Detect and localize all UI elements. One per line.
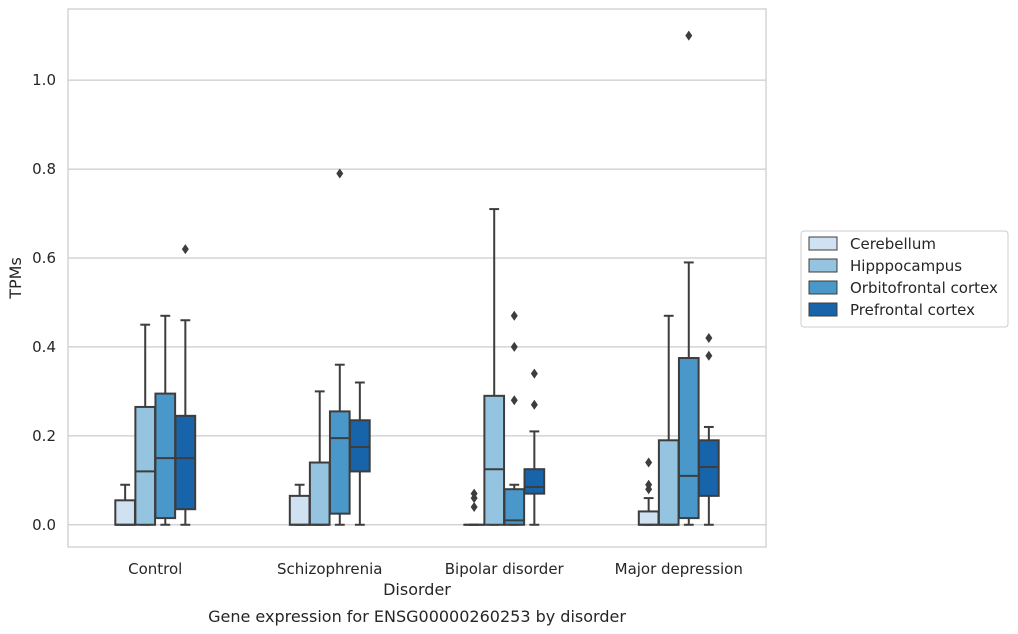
box-body [523, 468, 546, 495]
box-cerebellum-bipolar-disorder [463, 488, 485, 526]
legend-frame [800, 230, 1009, 328]
box-body [114, 499, 136, 526]
outlier-point [510, 395, 518, 406]
box-hipppocampus-control [134, 323, 157, 526]
x-tick-label-control: Control [128, 560, 182, 578]
x-tick-label-schizophrenia: Schizophrenia [277, 560, 382, 578]
outlier-point [470, 501, 478, 512]
legend-label-cerebellum: Cerebellum [850, 235, 936, 253]
figure-caption: Gene expression for ENSG00000260253 by d… [208, 607, 626, 626]
outlier-point [510, 341, 518, 352]
box-body [154, 392, 177, 520]
legend-swatch-prefrontal-cortex [808, 302, 838, 317]
box-prefrontal-cortex-control [174, 244, 197, 526]
x-tick-label-bipolar-disorder: Bipolar disorder [445, 560, 565, 578]
box-prefrontal-cortex-bipolar-disorder [523, 368, 546, 526]
outlier-point [510, 310, 518, 321]
box-orbitofrontal-cortex-bipolar-disorder [503, 310, 526, 526]
legend-swatch-orbitofrontal-cortex [808, 280, 838, 295]
legend-label-orbitofrontal-cortex: Orbitofrontal cortex [850, 279, 998, 297]
box-body [349, 419, 371, 473]
plot-frame [67, 8, 767, 548]
y-tick-labels: 0.0 0.2 0.4 0.6 0.8 1.0 [32, 71, 56, 534]
box-body [698, 439, 720, 497]
legend: Cerebellum Hipppocampus Orbitofrontal cort… [800, 230, 1009, 328]
x-axis-label: Disorder [383, 580, 451, 599]
box-body [677, 357, 700, 520]
box-orbitofrontal-cortex-schizophrenia [328, 168, 351, 526]
box-body [657, 439, 680, 526]
box-orbitofrontal-cortex-control [154, 314, 177, 526]
box-cerebellum-schizophrenia [288, 483, 311, 526]
box-body [174, 414, 197, 511]
box-prefrontal-cortex-schizophrenia [349, 381, 371, 526]
box-body [288, 494, 311, 526]
outlier-point [685, 30, 693, 41]
box-body [483, 394, 506, 526]
outlier-point [336, 168, 344, 179]
box-body [637, 510, 660, 526]
box-hipppocampus-major-depression [657, 314, 680, 526]
outlier-point [530, 368, 538, 379]
box-orbitofrontal-cortex-major-depression [677, 30, 700, 526]
legend-swatch-cerebellum [808, 236, 838, 251]
box-hipppocampus-bipolar-disorder [483, 208, 506, 526]
y-tick-label: 0.0 [32, 516, 56, 534]
outlier-point [705, 333, 713, 344]
y-tick-label: 1.0 [32, 71, 56, 89]
legend-label-hipppocampus: Hipppocampus [850, 257, 962, 275]
legend-swatch-hipppocampus [808, 258, 838, 273]
outlier-point [470, 488, 478, 499]
outlier-point [705, 350, 713, 361]
y-tick-label: 0.4 [32, 338, 56, 356]
outlier-point [645, 479, 653, 490]
box-body [503, 488, 526, 526]
box-cerebellum-control [114, 483, 136, 526]
box-prefrontal-cortex-major-depression [698, 333, 720, 526]
x-tick-label-major-depression: Major depression [615, 560, 743, 578]
y-tick-label: 0.8 [32, 160, 56, 178]
outlier-point [530, 399, 538, 410]
box-body [308, 461, 331, 526]
box-body [328, 410, 351, 515]
outlier-point [645, 457, 653, 468]
y-axis-label: TPMs [6, 257, 25, 300]
x-tick-labels: Control Schizophrenia Bipolar disorder Majo… [128, 560, 743, 578]
outlier-point [181, 244, 189, 255]
y-tick-label: 0.2 [32, 427, 56, 445]
box-body [134, 405, 157, 526]
y-tick-label: 0.6 [32, 249, 56, 267]
legend-label-prefrontal-cortex: Prefrontal cortex [850, 301, 975, 319]
box-layer [114, 30, 720, 526]
